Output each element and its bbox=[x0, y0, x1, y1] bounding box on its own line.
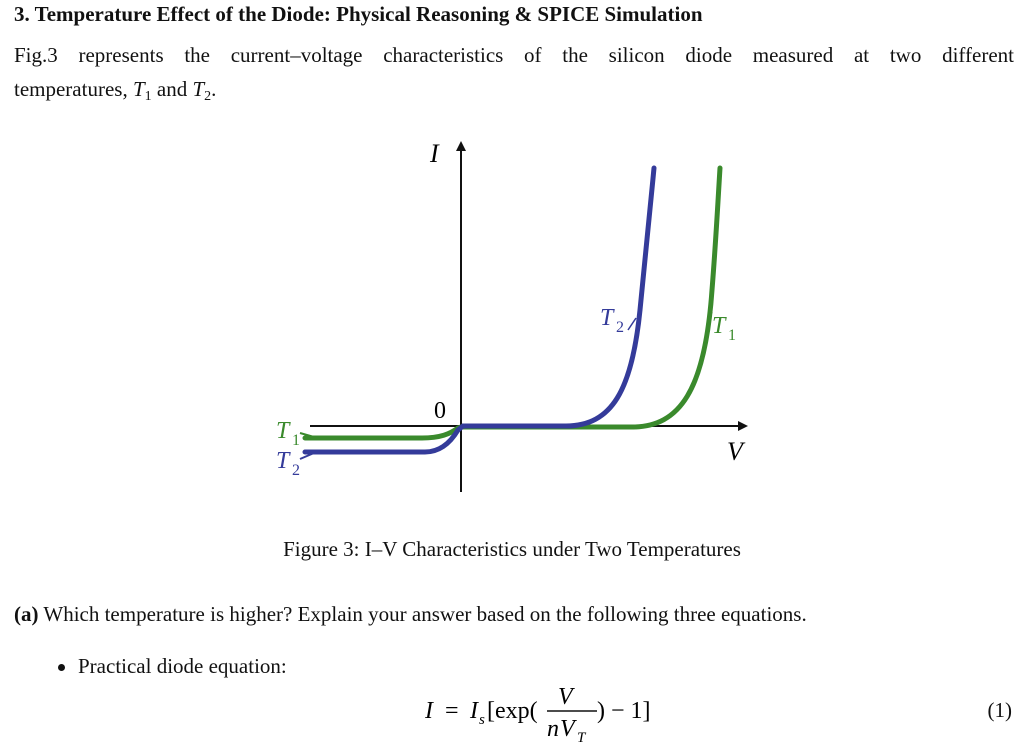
bullet-dot bbox=[58, 664, 65, 671]
svg-text:T: T bbox=[276, 448, 291, 474]
svg-text:s: s bbox=[479, 712, 485, 728]
svg-text:T: T bbox=[600, 305, 615, 331]
svg-text:I: I bbox=[425, 698, 434, 724]
x-axis-label: V bbox=[727, 437, 746, 466]
svg-text:=: = bbox=[439, 698, 465, 724]
svg-text:I: I bbox=[469, 698, 479, 724]
curve-t2 bbox=[302, 165, 657, 455]
svg-text:1: 1 bbox=[728, 327, 736, 344]
t2-leader bbox=[627, 317, 637, 331]
svg-text:2: 2 bbox=[616, 319, 624, 336]
section-heading: 3. Temperature Effect of the Diode: Phys… bbox=[14, 2, 703, 26]
svg-text:n: n bbox=[547, 716, 559, 742]
diode-equation: I = I s [exp( V n V T ) − 1] bbox=[424, 680, 685, 746]
curve-t1-label: T 1 bbox=[712, 313, 736, 344]
left-t2-label: T 2 bbox=[276, 448, 300, 479]
bullet-practical-diode: Practical diode equation: bbox=[78, 654, 287, 678]
intro-line-2: temperatures, T1 and T2. bbox=[14, 77, 217, 104]
equation-svg: I = I s [exp( V n V T ) − 1] bbox=[424, 684, 651, 746]
curve-t1 bbox=[302, 165, 723, 441]
svg-text:V: V bbox=[560, 716, 577, 742]
question-part-label: (a) bbox=[14, 602, 39, 626]
svg-text:2: 2 bbox=[292, 462, 300, 479]
left-t1-label: T 1 bbox=[276, 418, 300, 449]
intro-paragraph: Fig.3 represents the current–voltage cha… bbox=[14, 38, 1014, 106]
y-axis-label: I bbox=[429, 139, 440, 168]
symbol-t1: T bbox=[132, 77, 145, 101]
intro-line-1: Fig.3 represents the current–voltage cha… bbox=[14, 43, 1014, 67]
left-t1-leader bbox=[299, 432, 315, 438]
symbol-t2: T bbox=[192, 77, 205, 101]
origin-label: 0 bbox=[434, 398, 446, 424]
left-t2-leader bbox=[299, 452, 315, 460]
svg-text:[exp(: [exp( bbox=[487, 698, 538, 724]
equation-number: (1) bbox=[987, 698, 1013, 722]
svg-text:) − 1]: ) − 1] bbox=[597, 698, 651, 724]
svg-text:V: V bbox=[558, 684, 575, 710]
svg-text:T: T bbox=[577, 730, 587, 746]
svg-text:T: T bbox=[276, 418, 291, 444]
curve-t2-label: T 2 bbox=[600, 305, 624, 336]
figure-caption: Figure 3: I–V Characteristics under Two … bbox=[283, 537, 741, 561]
question-a: (a) Which temperature is higher? Explain… bbox=[14, 602, 807, 626]
svg-text:T: T bbox=[712, 313, 727, 339]
t1-leader bbox=[706, 311, 713, 325]
svg-text:1: 1 bbox=[292, 432, 300, 449]
